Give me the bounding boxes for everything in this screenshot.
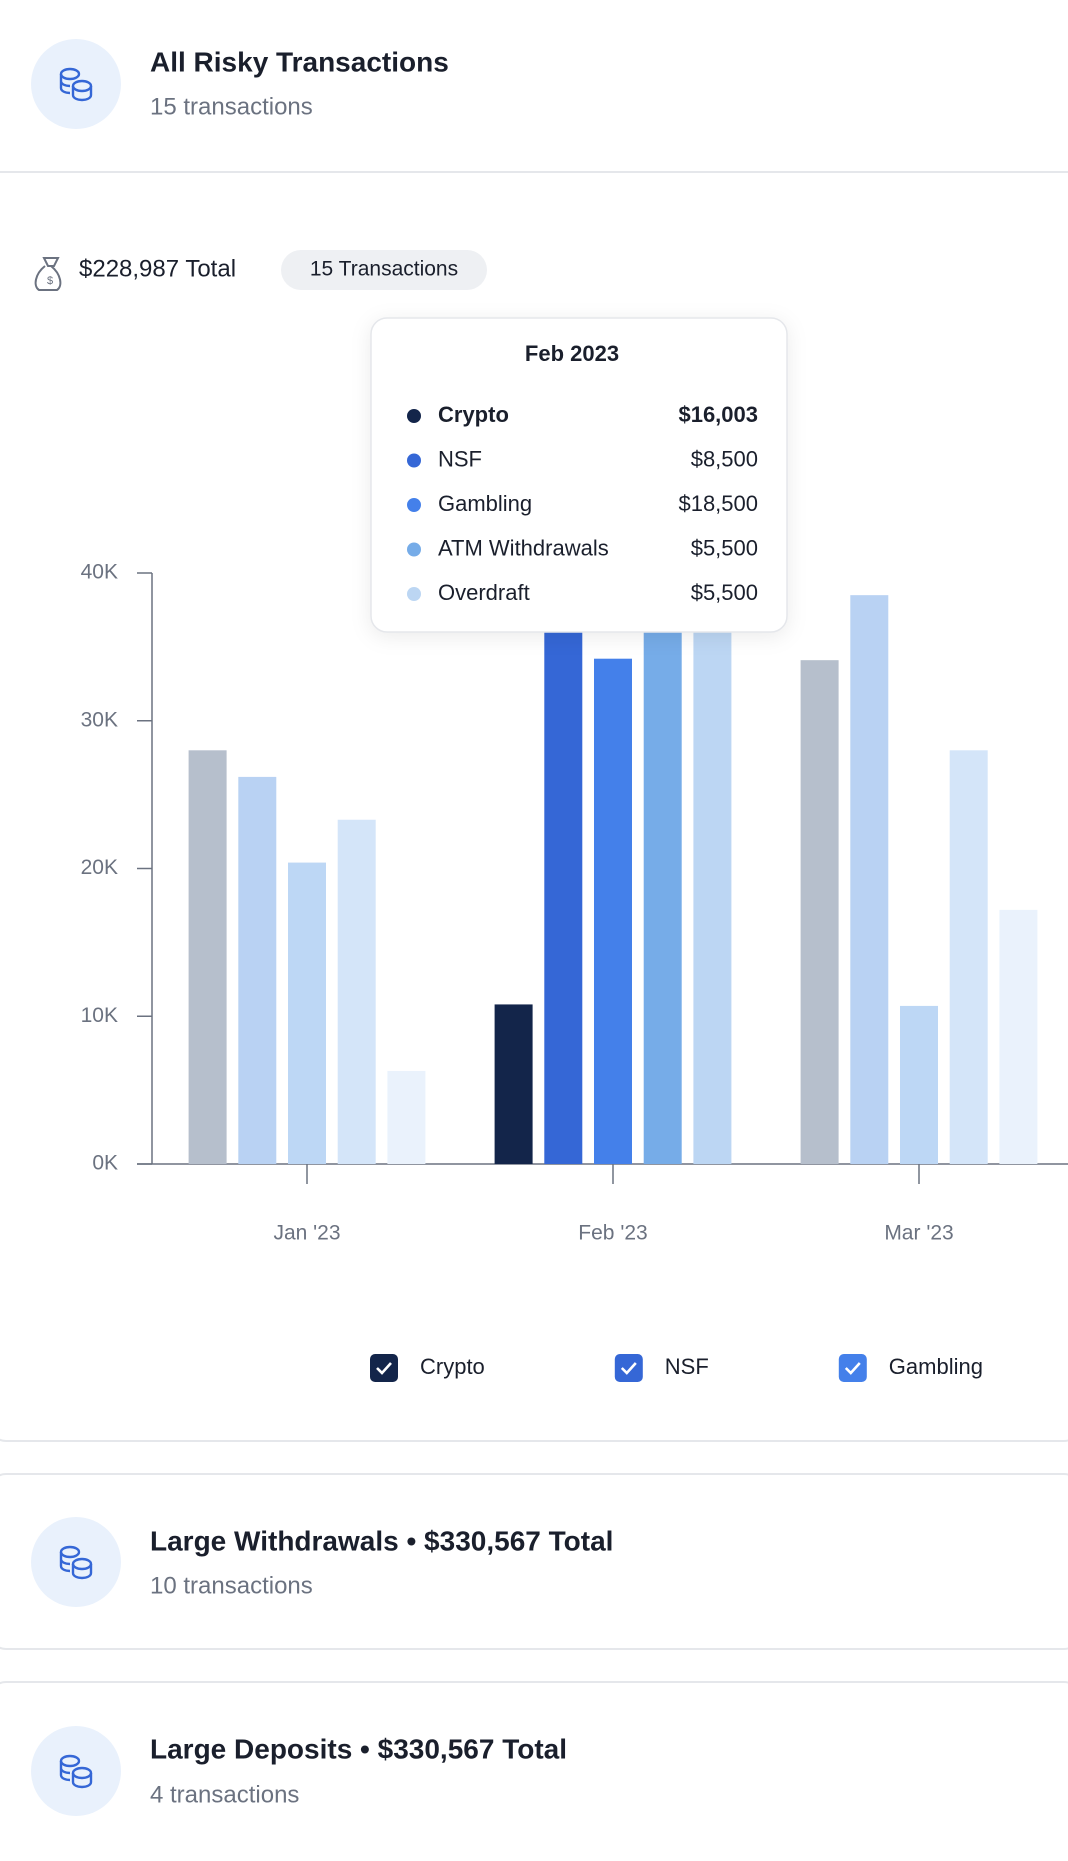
legend-checkbox xyxy=(838,1354,867,1382)
tooltip-name: Crypto xyxy=(438,402,509,427)
card-title: All Risky Transactions xyxy=(150,46,449,77)
tooltip-name: NSF xyxy=(438,446,482,471)
bar xyxy=(693,595,732,1164)
coin xyxy=(59,74,71,95)
tooltip-dot xyxy=(407,587,421,601)
coins-icon xyxy=(59,67,93,102)
bar xyxy=(337,819,376,1164)
legend-label: NSF xyxy=(665,1354,709,1379)
money-bag-icon: $ xyxy=(34,257,62,291)
coins-icon xyxy=(59,1754,93,1789)
bar xyxy=(643,602,682,1164)
bar xyxy=(188,750,227,1164)
coin xyxy=(59,1552,71,1573)
bar xyxy=(800,660,839,1164)
card[interactable] xyxy=(0,1681,1068,1861)
tooltip-title: Feb 2023 xyxy=(525,341,619,366)
card[interactable] xyxy=(0,1473,1068,1650)
legend-label: Gambling xyxy=(889,1354,983,1379)
check xyxy=(376,1362,392,1375)
pill-label: 15 Transactions xyxy=(310,258,458,281)
card-title: Large Deposits • $330,567 Total xyxy=(150,1733,567,1764)
legend: CryptoNSFGamblingATM WithdrawalsOverdraf… xyxy=(370,1354,983,1382)
coin xyxy=(71,1773,93,1789)
tooltip-dot xyxy=(407,498,421,512)
y-tick-label: 40K xyxy=(81,561,118,584)
card-subtitle: 10 transactions xyxy=(150,1572,313,1599)
card-title: Large Withdrawals • $330,567 Total xyxy=(150,1525,613,1556)
tooltip-name: ATM Withdrawals xyxy=(438,535,609,560)
bar xyxy=(288,862,326,1164)
tooltip-value: $5,500 xyxy=(691,580,758,605)
bar xyxy=(544,609,583,1164)
tooltip-value: $5,500 xyxy=(691,535,758,560)
tooltip-dot xyxy=(407,453,421,468)
x-tick-label: Jan '23 xyxy=(273,1222,340,1245)
bar xyxy=(238,776,277,1164)
svg-text:$: $ xyxy=(47,275,53,287)
bar xyxy=(850,595,889,1164)
y-tick-label: 10K xyxy=(81,1004,118,1027)
bar xyxy=(387,1070,426,1164)
chart: 0K 10K 20K 30K 40K Jan '23 Feb '23 Mar '23 xyxy=(81,561,1068,1245)
x-tick-label: Mar '23 xyxy=(884,1222,953,1245)
y-tick-label: 20K xyxy=(81,856,118,879)
legend-item[interactable]: Crypto xyxy=(370,1354,485,1382)
legend-checkbox xyxy=(614,1354,643,1382)
coin xyxy=(71,86,93,102)
tooltip-name: Overdraft xyxy=(438,580,530,605)
icon-bg xyxy=(31,1726,121,1816)
tooltip-value: $8,500 xyxy=(691,446,758,471)
check xyxy=(844,1362,861,1375)
tooltip-box xyxy=(370,317,788,633)
total: $228,987 Total xyxy=(79,255,236,282)
tooltip-dot xyxy=(407,409,421,423)
bar xyxy=(900,1005,938,1164)
y-tick-label: 30K xyxy=(81,708,118,731)
bar xyxy=(949,750,988,1164)
legend-label: Crypto xyxy=(420,1354,485,1379)
legend-checkbox xyxy=(370,1354,398,1382)
legend-item[interactable]: NSF xyxy=(614,1354,709,1382)
icon-bg xyxy=(31,39,121,129)
tooltip-value: $18,500 xyxy=(678,491,758,516)
bar xyxy=(594,658,632,1164)
tooltip-dot xyxy=(407,542,421,557)
pill xyxy=(281,250,487,290)
legend-item[interactable]: Gambling xyxy=(838,1354,983,1382)
coin xyxy=(59,1761,71,1782)
bar xyxy=(494,1004,533,1164)
tooltip: Feb 2023 Crypto $16,003 NSF $8,500 Gambling $… xyxy=(370,317,788,633)
check xyxy=(620,1362,637,1375)
coin xyxy=(71,1564,93,1580)
x-tick-label: Feb '23 xyxy=(578,1222,647,1245)
coins-icon xyxy=(59,1545,93,1580)
icon-bg xyxy=(31,1517,121,1607)
tooltip-name: Gambling xyxy=(438,491,532,516)
tooltip-value: $16,003 xyxy=(678,402,758,427)
bar xyxy=(999,909,1038,1164)
card-subtitle: 15 transactions xyxy=(150,93,313,120)
card-subtitle: 4 transactions xyxy=(150,1781,299,1808)
y-tick-label: 0K xyxy=(92,1152,118,1175)
